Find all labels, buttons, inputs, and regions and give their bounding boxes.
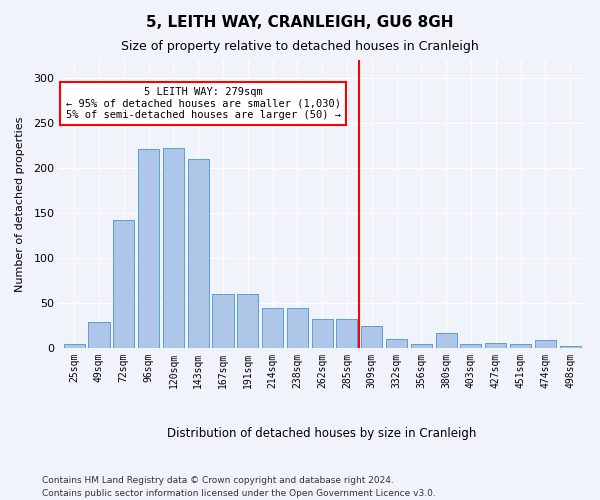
Bar xyxy=(386,339,407,348)
Bar xyxy=(163,148,184,348)
Bar xyxy=(113,220,134,348)
Bar xyxy=(287,308,308,348)
Bar xyxy=(138,149,159,348)
Bar xyxy=(337,319,358,348)
Bar xyxy=(188,159,209,348)
Text: Size of property relative to detached houses in Cranleigh: Size of property relative to detached ho… xyxy=(121,40,479,53)
Bar xyxy=(535,340,556,348)
Bar xyxy=(212,294,233,348)
Text: 5 LEITH WAY: 279sqm
← 95% of detached houses are smaller (1,030)
5% of semi-deta: 5 LEITH WAY: 279sqm ← 95% of detached ho… xyxy=(65,87,341,120)
Bar xyxy=(88,322,110,348)
Bar xyxy=(485,342,506,348)
Bar xyxy=(560,346,581,348)
X-axis label: Distribution of detached houses by size in Cranleigh: Distribution of detached houses by size … xyxy=(167,427,477,440)
Bar xyxy=(262,308,283,348)
Text: Contains HM Land Registry data © Crown copyright and database right 2024.: Contains HM Land Registry data © Crown c… xyxy=(42,476,394,485)
Bar xyxy=(436,332,457,348)
Text: 5, LEITH WAY, CRANLEIGH, GU6 8GH: 5, LEITH WAY, CRANLEIGH, GU6 8GH xyxy=(146,15,454,30)
Bar xyxy=(411,344,432,348)
Bar xyxy=(237,294,259,348)
Bar xyxy=(460,344,481,348)
Bar xyxy=(64,344,85,348)
Y-axis label: Number of detached properties: Number of detached properties xyxy=(15,116,25,292)
Bar xyxy=(361,326,382,348)
Bar xyxy=(311,319,332,348)
Text: Contains public sector information licensed under the Open Government Licence v3: Contains public sector information licen… xyxy=(42,488,436,498)
Bar xyxy=(510,344,531,348)
